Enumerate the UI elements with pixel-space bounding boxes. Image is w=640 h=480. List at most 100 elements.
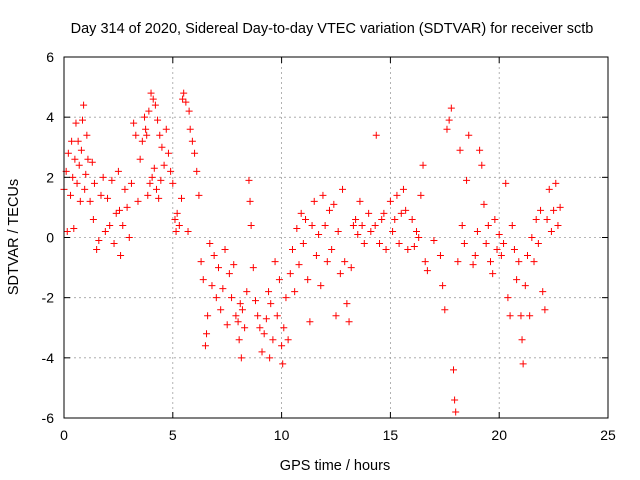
data-point — [528, 234, 536, 241]
data-point — [352, 215, 360, 223]
y-tick-label: 6 — [46, 49, 54, 65]
data-point — [469, 261, 477, 269]
data-point — [267, 300, 275, 308]
data-point — [445, 116, 453, 124]
data-point — [178, 194, 186, 202]
data-point — [136, 155, 144, 163]
data-point — [237, 354, 245, 362]
data-point — [389, 227, 397, 235]
data-point — [497, 252, 505, 260]
data-point — [480, 200, 488, 208]
x-axis-label: GPS time / hours — [280, 458, 390, 474]
data-point — [269, 336, 277, 344]
data-point — [476, 146, 484, 154]
data-point — [325, 206, 333, 214]
data-point — [279, 360, 287, 368]
data-point — [471, 252, 479, 260]
data-point — [282, 294, 290, 302]
data-point — [195, 191, 203, 199]
data-point — [99, 173, 107, 181]
data-point — [206, 240, 214, 248]
data-point — [75, 161, 83, 169]
data-point — [212, 294, 220, 302]
data-point — [138, 137, 146, 145]
data-point — [550, 206, 558, 214]
data-point — [280, 324, 288, 332]
data-point — [302, 215, 310, 223]
data-point — [80, 101, 88, 109]
data-point — [262, 315, 270, 323]
data-point — [515, 258, 523, 266]
data-point — [157, 176, 165, 184]
data-point — [193, 167, 201, 175]
data-point — [249, 264, 257, 272]
data-point — [443, 125, 451, 133]
data-point — [513, 276, 521, 284]
data-point — [554, 221, 562, 229]
data-point — [349, 221, 357, 229]
data-point — [101, 227, 109, 235]
data-point — [106, 221, 114, 229]
data-point — [70, 224, 78, 232]
data-point — [104, 194, 112, 202]
data-point — [251, 297, 259, 305]
data-point — [543, 215, 551, 223]
data-point — [284, 336, 292, 344]
data-point — [419, 161, 427, 169]
data-point — [293, 224, 301, 232]
data-point — [356, 197, 364, 205]
data-point — [365, 209, 373, 217]
data-point — [504, 294, 512, 302]
data-point — [110, 240, 118, 248]
data-point — [265, 288, 273, 296]
data-point — [332, 312, 340, 320]
data-point — [162, 125, 170, 133]
y-tick-label: 2 — [46, 169, 54, 185]
data-point — [234, 318, 242, 326]
data-point — [508, 221, 516, 229]
data-point — [439, 282, 447, 290]
data-point — [86, 197, 94, 205]
data-point — [223, 321, 231, 329]
data-point — [173, 209, 181, 217]
data-point — [510, 246, 518, 254]
data-point — [148, 173, 156, 181]
data-point — [441, 306, 449, 314]
data-point — [547, 227, 555, 235]
data-point — [63, 227, 71, 235]
data-point — [523, 252, 531, 260]
data-point — [473, 227, 481, 235]
data-point — [404, 246, 412, 254]
data-point — [517, 312, 525, 320]
data-point — [478, 161, 486, 169]
data-point — [210, 252, 218, 260]
data-point — [156, 131, 164, 139]
data-point — [413, 227, 421, 235]
y-tick-label: -4 — [42, 350, 55, 366]
data-point — [235, 336, 243, 344]
data-point — [115, 206, 123, 214]
data-point — [160, 161, 168, 169]
data-point — [245, 176, 253, 184]
data-point — [191, 149, 199, 157]
data-point — [495, 230, 503, 238]
data-point — [532, 215, 540, 223]
data-point — [395, 240, 403, 248]
data-point — [72, 119, 80, 127]
data-point — [456, 146, 464, 154]
y-tick-labels: -6 -4 -2 0 2 4 6 — [42, 49, 55, 426]
data-point — [142, 125, 150, 133]
data-point — [399, 185, 407, 193]
data-point — [423, 267, 431, 275]
data-point — [77, 146, 85, 154]
data-point — [534, 240, 542, 248]
data-point — [417, 191, 425, 199]
data-point — [164, 149, 172, 157]
data-point — [171, 215, 179, 223]
data-point — [89, 215, 97, 223]
data-point — [482, 240, 490, 248]
data-point — [64, 149, 72, 157]
data-point — [537, 206, 545, 214]
data-point — [130, 119, 138, 127]
